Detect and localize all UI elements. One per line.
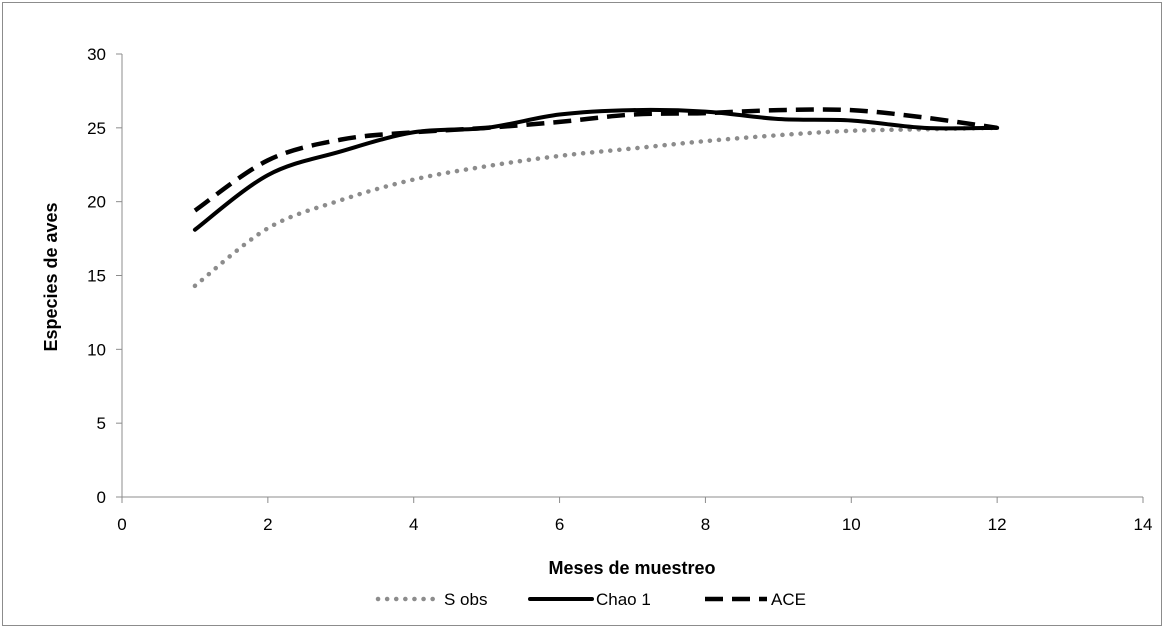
y-tick-label: 10: [87, 340, 106, 359]
series-line-chao-1: [192, 107, 1000, 232]
x-tick-label: 0: [117, 515, 126, 534]
legend-label: Chao 1: [596, 590, 651, 609]
x-tick-label: 6: [555, 515, 564, 534]
axes: 0 5 10 15 20 25 30 0 2 4 6 8 10 12 14: [87, 45, 1152, 534]
x-tick-label: 12: [988, 515, 1007, 534]
x-tick-label: 2: [263, 515, 272, 534]
y-tick-label: 30: [87, 45, 106, 64]
series-line-s-obs: [192, 125, 1000, 289]
legend-label: ACE: [771, 590, 806, 609]
y-tick-label: 25: [87, 119, 106, 138]
x-axis-title: Meses de muestreo: [548, 558, 715, 578]
y-tick-label: 5: [97, 414, 106, 433]
series-line-ace: [193, 107, 998, 213]
series-layer: [192, 107, 1000, 289]
x-tick-label: 14: [1134, 515, 1153, 534]
y-tick-label: 20: [87, 193, 106, 212]
x-tick-label: 8: [701, 515, 710, 534]
x-tick-label: 4: [409, 515, 418, 534]
y-axis-title: Especies de aves: [41, 202, 61, 351]
legend: S obs Chao 1 ACE: [375, 590, 806, 609]
y-tick-label: 15: [87, 267, 106, 286]
x-tick-label: 10: [842, 515, 861, 534]
y-tick-label: 0: [97, 488, 106, 507]
legend-label: S obs: [444, 590, 487, 609]
